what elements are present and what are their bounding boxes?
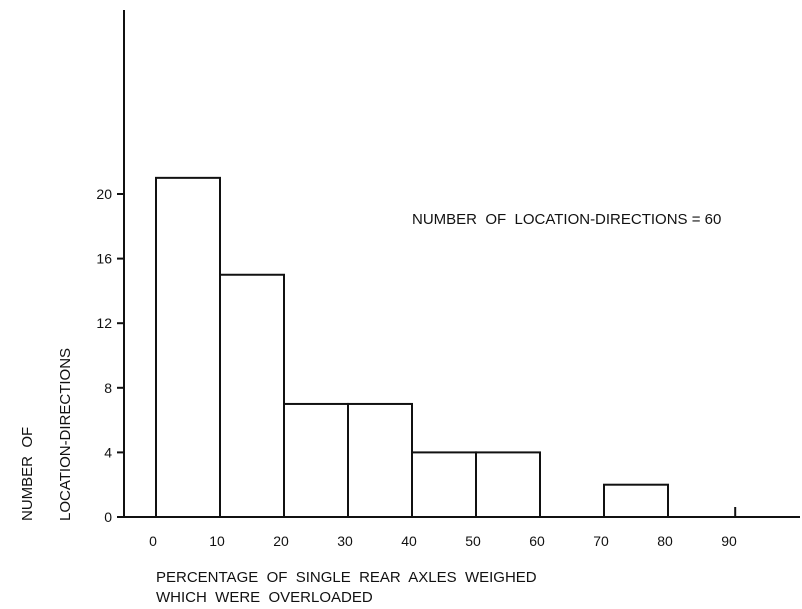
- y-tick-label: 8: [104, 380, 112, 396]
- x-tick-label: 60: [529, 533, 545, 549]
- x-tick-label: 10: [209, 533, 225, 549]
- histogram-bar: [475, 451, 541, 518]
- y-ticks-group: 0 4 8 12 16 20: [96, 186, 124, 525]
- histogram-bar: [283, 402, 349, 519]
- x-tick-label: 30: [337, 533, 353, 549]
- x-axis-label-line-2: WHICH WERE OVERLOADED: [156, 589, 373, 606]
- x-axis-label-line-1: PERCENTAGE OF SINGLE REAR AXLES WEIGHED: [156, 569, 537, 586]
- x-tick-label: 20: [273, 533, 289, 549]
- histogram-bar: [219, 273, 285, 518]
- histogram-bar: [603, 483, 669, 519]
- x-tick-label: 90: [721, 533, 737, 549]
- bars-group: [155, 176, 737, 519]
- y-tick-label: 12: [96, 315, 112, 331]
- annotation-text: NUMBER OF LOCATION-DIRECTIONS = 60: [412, 211, 721, 228]
- y-axis-label-line-1: NUMBER OF: [19, 427, 36, 521]
- y-axis-label-line-2: LOCATION-DIRECTIONS: [57, 348, 74, 521]
- y-tick-label: 20: [96, 186, 112, 202]
- histogram-bar: [155, 176, 221, 518]
- x-tick-label: 70: [593, 533, 609, 549]
- histogram-bar: [411, 451, 477, 518]
- x-tick-label: 0: [149, 533, 157, 549]
- x-tick-label: 50: [465, 533, 481, 549]
- histogram-bar: [347, 402, 413, 519]
- x-tick-label: 40: [401, 533, 417, 549]
- y-tick-label: 16: [96, 251, 112, 267]
- x-tick-label: 80: [657, 533, 673, 549]
- y-tick-label: 0: [104, 509, 112, 525]
- y-tick-label: 4: [104, 444, 112, 460]
- x-ticks-group: 0 10 20 30 40 50 60 70 80 90: [149, 533, 737, 549]
